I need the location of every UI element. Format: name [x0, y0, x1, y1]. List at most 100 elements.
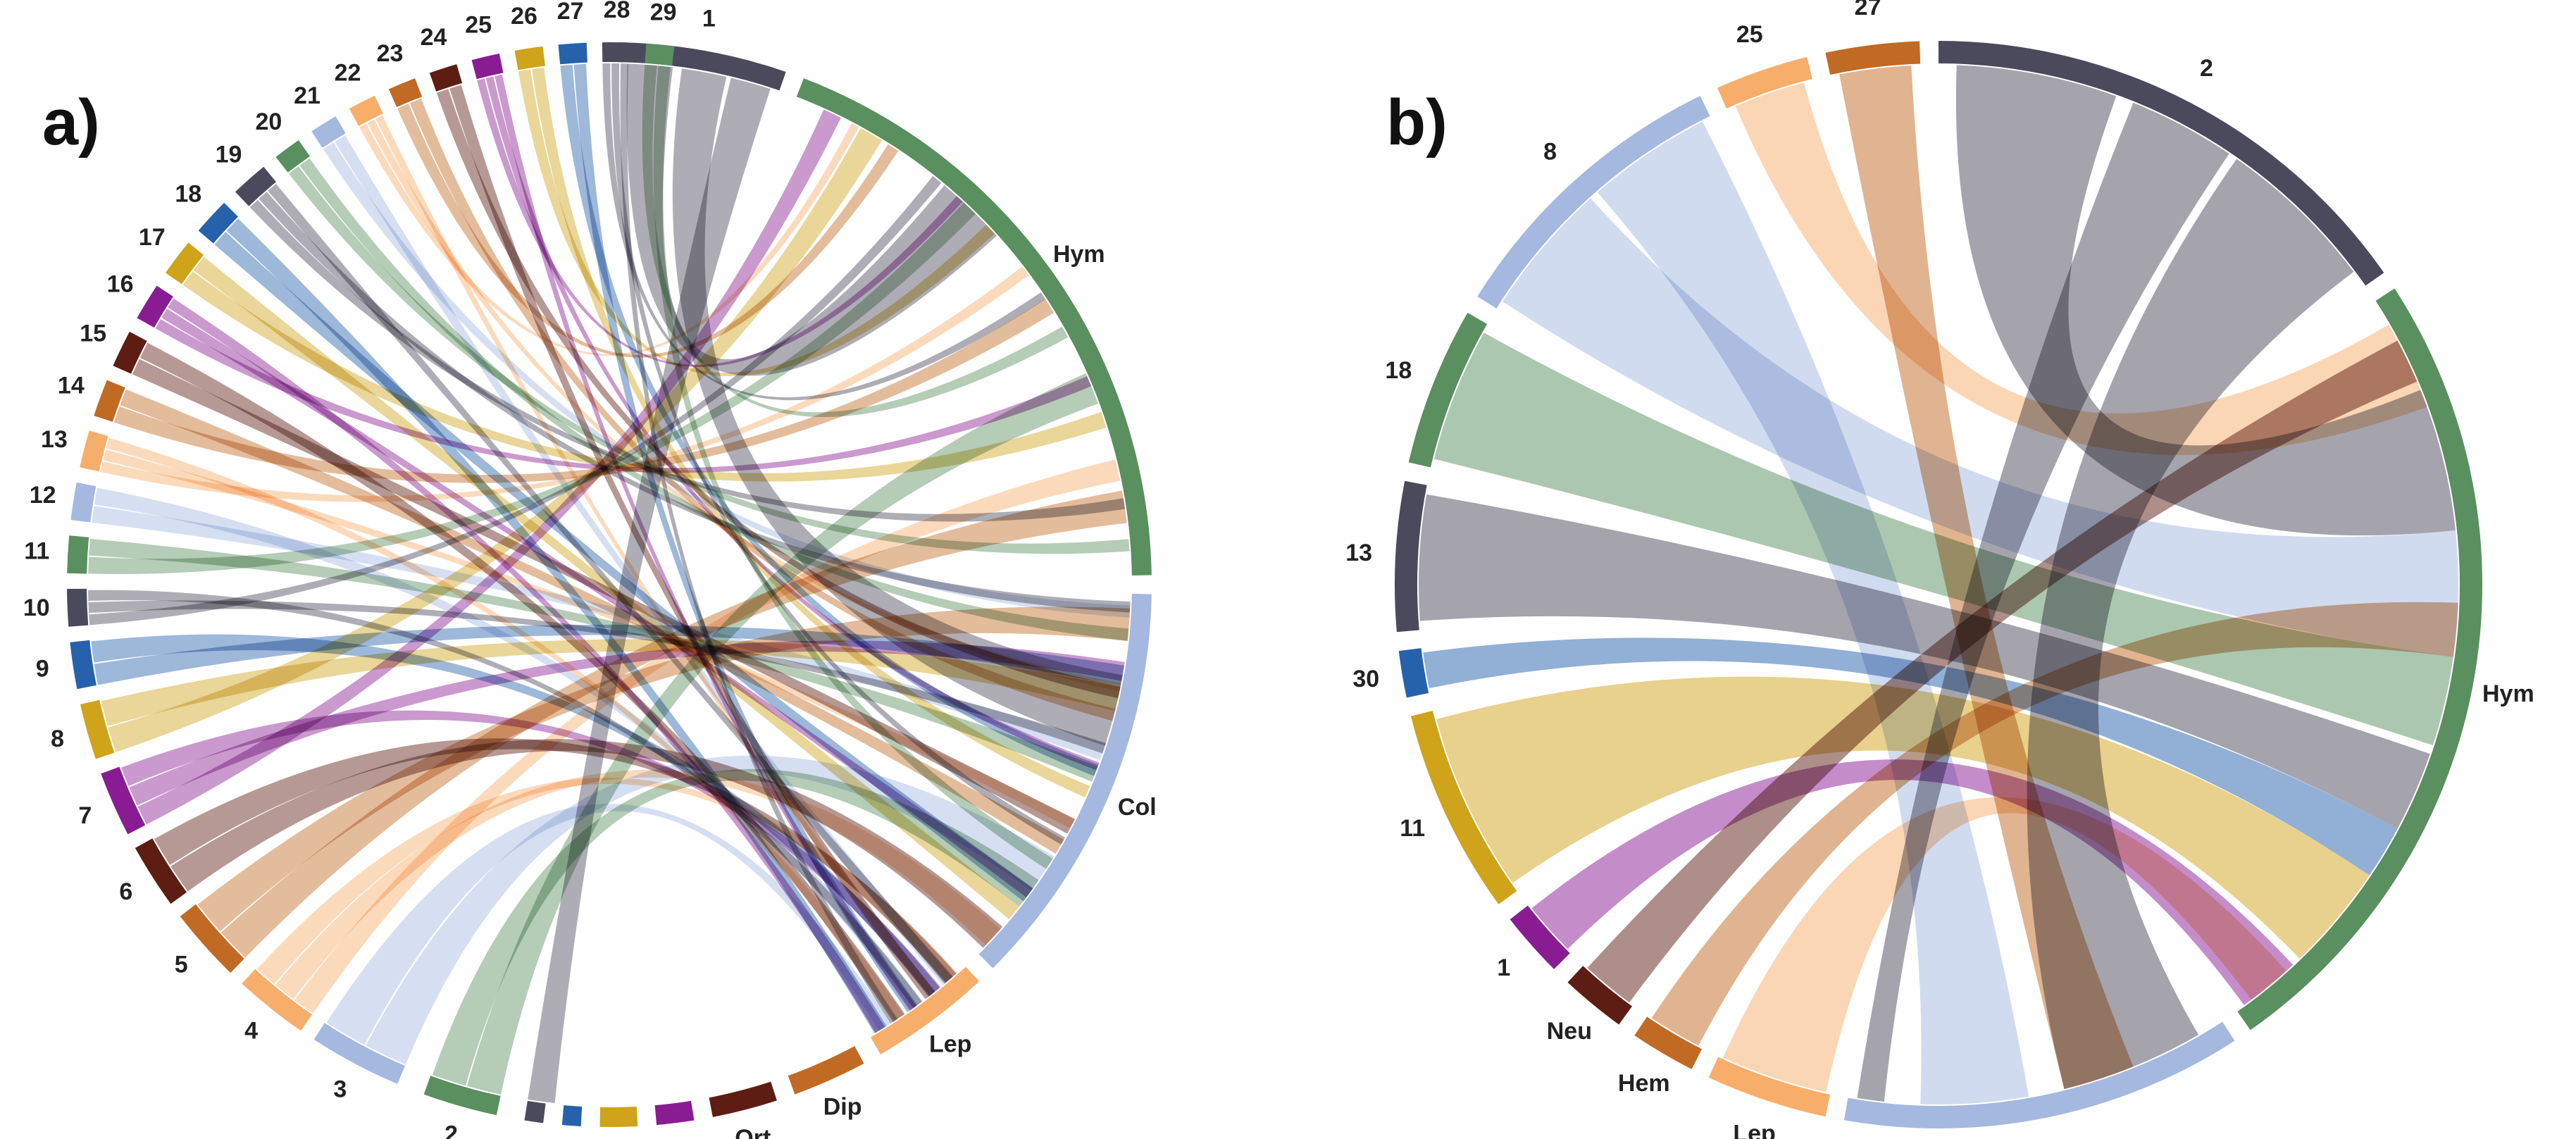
panel-b-segment-label-11: 8: [1543, 139, 1557, 166]
panel-a-link-ribbon-49: [397, 104, 899, 358]
panel-a-segment-arc-2: [978, 593, 1152, 969]
panel-a-segment-label-35: 27: [557, 0, 584, 25]
panel-a-segment-label-37: 29: [650, 0, 677, 26]
panel-b-segment-arc-11: [1477, 96, 1710, 309]
panel-a-link-ribbon-66: [672, 68, 1123, 746]
panel-b-segment-label-0: 2: [2200, 55, 2213, 82]
panel-a-segment-label-5: Ort: [735, 1125, 771, 1139]
panel-a-segment-label-15: 7: [78, 802, 92, 829]
panel-a-segment-arc-30: [349, 95, 383, 126]
panel-a-link-ribbon-37: [214, 232, 1033, 902]
panel-a-segment-label-12: 4: [244, 1018, 258, 1045]
panel-a-segment-arc-15: [101, 766, 146, 835]
panel-a-segment-arc-31: [388, 78, 423, 108]
panel-b-segment-label-10: 18: [1385, 357, 1412, 384]
panel-a-segment-arc-25: [166, 242, 204, 285]
panel-a-segment-label-21: 13: [41, 426, 68, 453]
panel-a-segment-label-19: 11: [24, 538, 49, 565]
panel-a-link-ribbon-21: [88, 202, 976, 574]
panel-b-link-ribbon-14: [1722, 797, 2286, 1093]
panel-b-segment-label-8: 30: [1352, 666, 1379, 692]
panel-b-link-ribbon-9: [1423, 637, 2398, 876]
panel-a-segment-arc-27: [235, 166, 277, 206]
panel-a-link-ribbon-19: [88, 600, 1107, 754]
panel-a-segment-arc-24: [137, 285, 173, 328]
panel-a-segment-arc-32: [429, 64, 463, 92]
panel-b-segment-label-12: 25: [1736, 21, 1763, 48]
panel-a-segment-arc-20: [70, 483, 97, 523]
panel-b-link-ribbon-1: [1857, 102, 2229, 1102]
panel-a-segment-label-14: 6: [119, 878, 132, 905]
panel-a-segment-arc-3: [871, 966, 980, 1054]
panel-b-segment-arc-0: [1939, 41, 2384, 286]
panel-b-chord-diagram: 2HymColLepHemNeu11130131882527: [1345, 0, 2534, 1139]
panel-b-segment-label-13: 27: [1855, 0, 1881, 20]
panel-a-link-ribbon-65: [626, 63, 997, 376]
panel-a-segment-arc-14: [135, 838, 187, 904]
panel-b-link-ribbon-5: [1502, 198, 2459, 657]
panel-b-segment-arc-2: [1843, 1021, 2235, 1129]
panel-a-segment-arc-7: [599, 1106, 638, 1127]
panel-b-link-ribbon-4: [1839, 66, 2134, 1090]
panel-a-segment-label-11: 3: [333, 1076, 347, 1103]
panel-a-link-ribbon-67: [528, 77, 771, 1103]
panel-b-segment-arc-4: [1634, 1016, 1703, 1069]
panel-a-segment-label-28: 20: [255, 108, 282, 135]
panel-a-segment-arc-29: [311, 116, 346, 148]
panel-a-link-ribbon-8: [197, 606, 1131, 932]
panel-a-segment-arc-9: [524, 1100, 546, 1124]
panel-a-segment-label-32: 24: [421, 24, 447, 51]
panel-b-segment-arc-10: [1408, 313, 1488, 468]
panel-a-segment-label-23: 15: [80, 320, 106, 347]
panel-b-link-ribbon-3: [1735, 82, 2427, 455]
panel-a-link-ribbon-25: [100, 266, 1029, 502]
panel-a-segment-arc-35: [558, 42, 587, 65]
panel-b-segment-label-9: 13: [1345, 540, 1372, 566]
panel-b-segment-label-6: 1: [1497, 954, 1510, 981]
panel-a-segment-label-1: Hym: [1053, 241, 1105, 268]
panel-a-segment-arc-12: [242, 969, 313, 1031]
panel-b-link-ribbon-13: [1651, 602, 2458, 1046]
panel-a-segment-arc-13: [180, 904, 244, 973]
panel-b-segment-arc-9: [1395, 480, 1427, 633]
panel-a-segment-arc-34: [514, 46, 545, 70]
panel-a-segment-label-34: 26: [511, 3, 537, 30]
panel-a-segment-arc-11: [313, 1023, 406, 1084]
panel-a-segment-arc-26: [198, 202, 239, 244]
panel-a-segment-arc-1: [796, 78, 1152, 576]
panel-a-segment-arc-23: [113, 331, 147, 374]
panel-a-segment-label-16: 8: [51, 726, 64, 752]
panel-b-segment-label-5: Neu: [1547, 1018, 1592, 1045]
panel-a-segment-arc-8: [561, 1105, 583, 1126]
panel-b-segment-label-7: 11: [1400, 815, 1425, 842]
panel-a-segment-arc-18: [67, 588, 89, 627]
panel-a-segment-arc-16: [80, 699, 115, 759]
panel-a-link-ribbon-23: [92, 506, 1106, 761]
panel-b-segment-arc-3: [1708, 1057, 1831, 1117]
panel-a-segment-arc-19: [67, 535, 89, 574]
panel-a-segment-arc-5: [709, 1081, 777, 1117]
panel-b-link-ribbon-10: [1436, 676, 2370, 959]
panel-a-segment-label-30: 22: [335, 60, 361, 87]
panel-a-segment-label-27: 19: [216, 141, 242, 168]
panel-a-segment-arc-4: [788, 1046, 864, 1095]
panel-b-segment-label-4: Hem: [1618, 1070, 1670, 1097]
panel-a-segment-label-24: 16: [107, 270, 134, 297]
panel-a-segment-label-26: 18: [175, 180, 201, 207]
panel-b-segment-label-3: Lep: [1733, 1120, 1775, 1139]
panel-a-segment-label-2: Col: [1118, 794, 1157, 821]
panel-b-segment-arc-5: [1567, 966, 1633, 1025]
panel-a-segment-label-31: 23: [377, 40, 404, 67]
panel-b-link-ribbon-8: [1419, 494, 2430, 829]
panel-b-segment-label-1: Hym: [2482, 680, 2534, 707]
panel-a-segment-label-10: 2: [444, 1121, 458, 1139]
panel-a-link-ribbon-3: [326, 804, 891, 1045]
panel-a-segment-arc-17: [70, 640, 97, 690]
panel-b-link-ribbon-11: [1531, 759, 2294, 1006]
panel-a-segment-arc-21: [80, 430, 108, 472]
panel-a-segment-label-22: 14: [58, 373, 85, 399]
panel-a-chord-diagram: 1HymColLepDipOrtHemNeuDerThy234567891011…: [23, 0, 1157, 1139]
panel-b-letter: b): [1386, 87, 1448, 158]
panel-a-segment-arc-6: [654, 1100, 695, 1126]
